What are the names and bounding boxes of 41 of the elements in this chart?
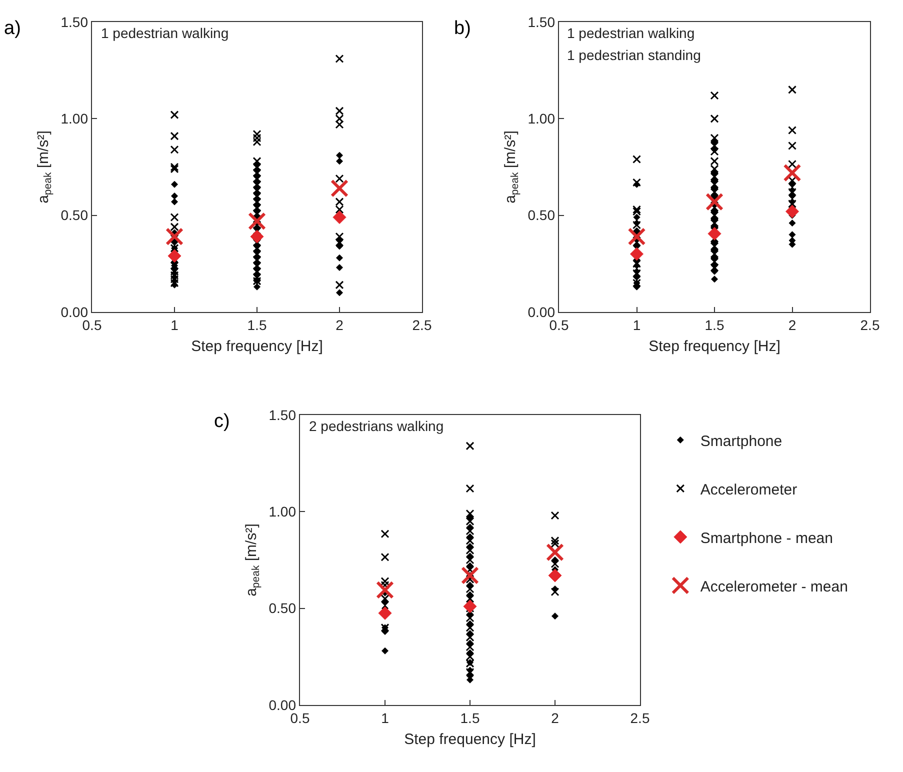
x-tick-label: 1.5 (704, 317, 724, 333)
x-tick-label: 0.5 (290, 710, 310, 726)
legend-label: Accelerometer - mean (700, 578, 848, 596)
y-tick-label: 1.50 (60, 14, 88, 30)
y-tick-label: 0.50 (60, 207, 88, 224)
x-tick-label: 2.5 (860, 317, 880, 333)
y-tick-label: 0.50 (528, 207, 556, 224)
x-tick-label: 2 (336, 317, 344, 333)
legend-label: Smartphone - mean (700, 530, 833, 547)
y-tick-label: 0.50 (268, 600, 296, 616)
y-tick-label: 0.00 (528, 304, 556, 320)
y-tick-label: 0.00 (60, 304, 88, 320)
x-tick-label: 1 (170, 317, 179, 333)
legend-label: Accelerometer (700, 481, 798, 498)
text: c) (214, 411, 230, 432)
y-tick-label: 0.00 (268, 696, 296, 713)
x-axis-title: Step frequency [Hz] (191, 338, 323, 355)
x-tick-label: 0.5 (82, 317, 102, 333)
text: a) (4, 18, 21, 39)
y-tick-label: 1.50 (528, 14, 556, 30)
y-tick-label: 1.00 (528, 110, 556, 127)
annotation: 1 pedestrian walking (101, 25, 229, 41)
x-axis-title: Step frequency [Hz] (648, 338, 780, 355)
x-tick-label: 0.5 (549, 317, 569, 333)
annotation: 1 pedestrian standing (567, 47, 701, 63)
x-axis-title: Step frequency [Hz] (404, 730, 536, 748)
y-tick-label: 1.50 (268, 406, 296, 423)
x-tick-label: 1.5 (247, 317, 267, 333)
y-tick-label: 1.00 (60, 110, 88, 127)
y-tick-label: 1.00 (268, 504, 296, 520)
annotation: 2 pedestrians walking (309, 418, 444, 434)
legend-label: Smartphone (700, 432, 782, 450)
x-tick-label: 1 (632, 317, 641, 333)
x-tick-label: 2 (551, 710, 560, 726)
text: b) (454, 18, 471, 39)
x-tick-label: 1 (381, 710, 390, 726)
x-tick-label: 2.5 (630, 710, 650, 726)
x-tick-label: 1.5 (460, 710, 480, 726)
annotation: 1 pedestrian walking (567, 25, 695, 41)
x-tick-label: 2.5 (412, 317, 432, 333)
x-tick-label: 2 (788, 317, 796, 333)
